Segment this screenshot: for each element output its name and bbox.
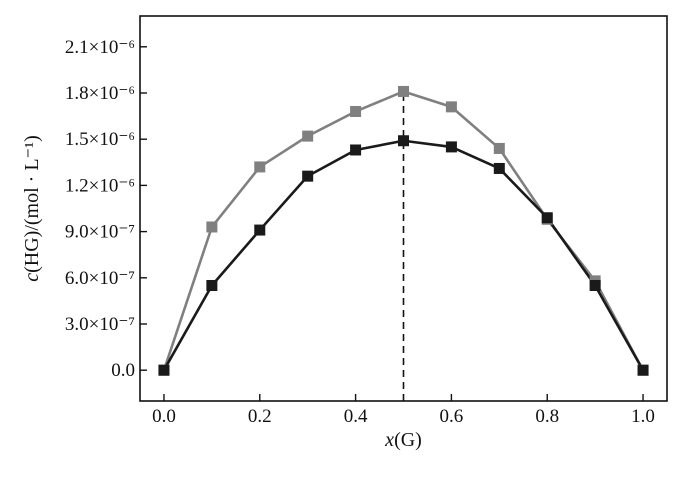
series-2-point [350, 144, 362, 156]
y-tick-label: 9.0×10⁻⁷ [65, 222, 135, 243]
y-tick-label: 1.5×10⁻⁶ [65, 129, 135, 150]
series-2-point [302, 170, 314, 182]
series-1-point [302, 130, 314, 142]
y-tick-label: 1.8×10⁻⁶ [65, 83, 135, 104]
series-2-point [493, 162, 505, 174]
x-tick-label: 0.6 [440, 406, 464, 427]
series-layer [158, 85, 649, 376]
x-tick-label: 0.4 [344, 406, 368, 427]
y-tick-label: 2.1×10⁻⁶ [65, 37, 135, 58]
series-2-point [206, 280, 218, 291]
y-tick-label: 0.0 [111, 360, 135, 381]
series-1-point [445, 101, 457, 113]
series-1-point [206, 221, 218, 233]
x-tick-label: 0.2 [248, 406, 272, 427]
series-2-point [541, 212, 553, 224]
x-tick-label: 0.8 [535, 406, 559, 427]
series-2-point [445, 141, 457, 153]
series-2-point [158, 364, 170, 376]
series-2-point [589, 280, 601, 291]
series-1-point [398, 85, 409, 97]
y-tick-label: 6.0×10⁻⁷ [65, 268, 135, 289]
x-tick-label: 1.0 [631, 406, 655, 427]
series-2-point [637, 364, 649, 376]
series-1-point [254, 161, 266, 173]
y-axis-title: c(HG)/(mol · L⁻¹) [21, 135, 43, 282]
x-axis-ticks: 0.0 0.2 0.4 0.6 0.8 1.0 [152, 394, 655, 427]
series-2-point [398, 135, 409, 147]
plot-area-frame [139, 15, 668, 402]
y-axis-ticks: 0.0 3.0×10⁻⁷ 6.0×10⁻⁷ 9.0×10⁻⁷ 1.2×10⁻⁶ 1.5×1… [65, 37, 147, 381]
x-axis-title: x(G) [384, 429, 422, 451]
x-tick-label: 0.0 [152, 406, 176, 427]
series-2-point [254, 224, 266, 236]
y-tick-label: 1.2×10⁻⁶ [65, 175, 135, 196]
series-1-point [493, 142, 505, 154]
y-tick-label: 3.0×10⁻⁷ [65, 314, 135, 335]
series-1-point [350, 105, 362, 117]
